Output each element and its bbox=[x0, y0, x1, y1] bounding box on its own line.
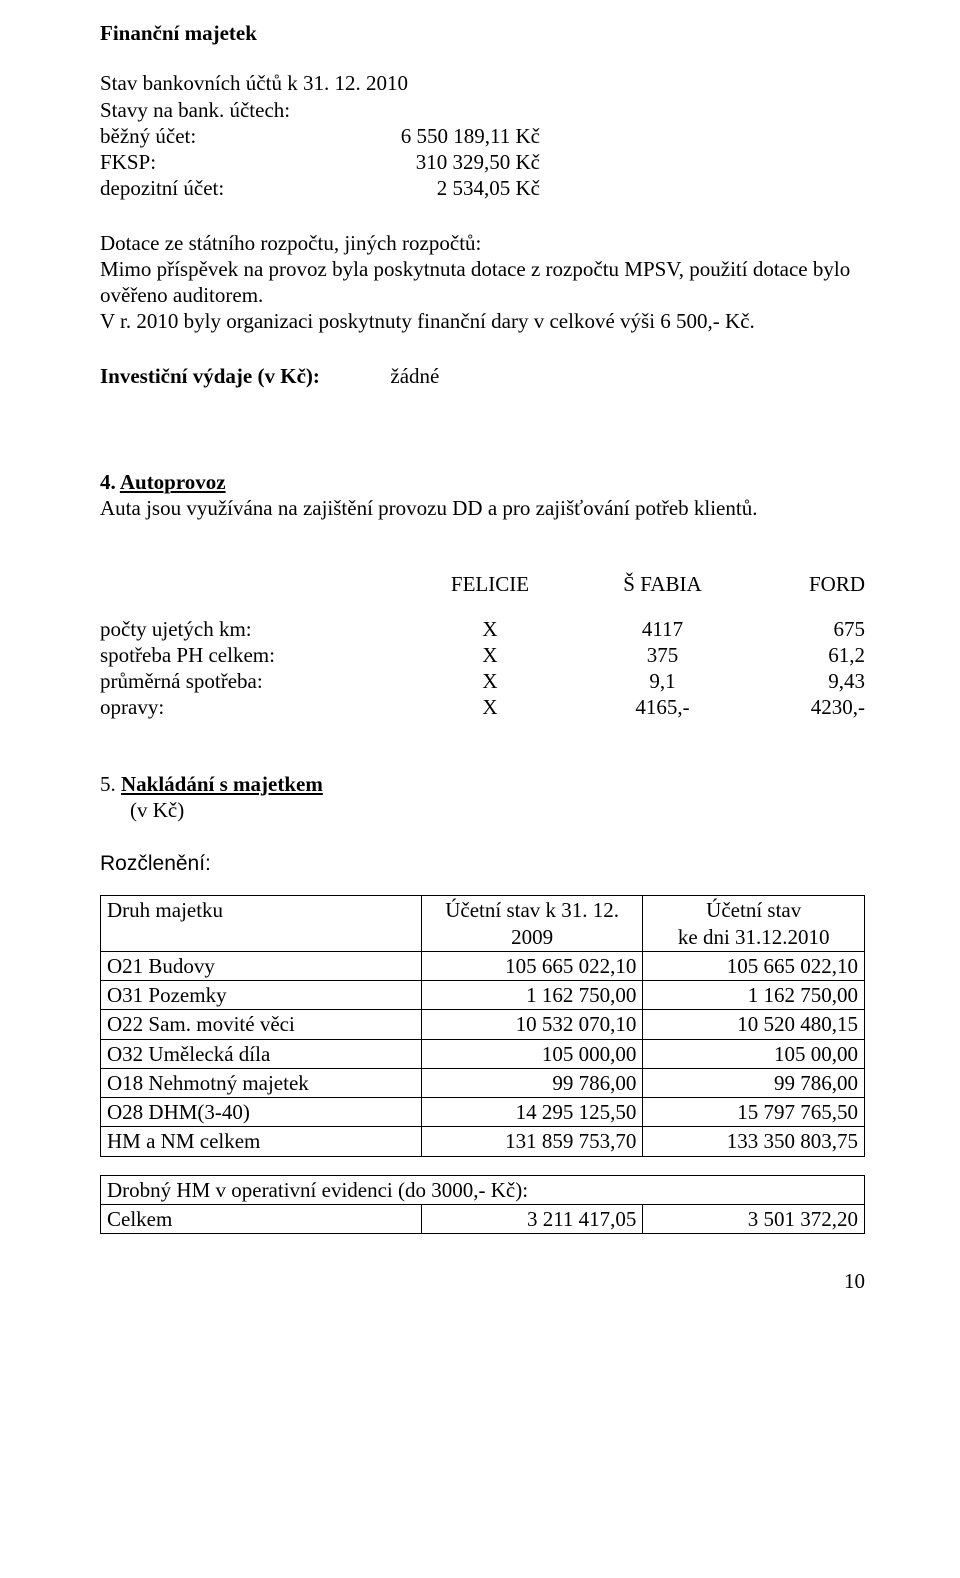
assets-cell: 105 000,00 bbox=[421, 1039, 643, 1068]
section-financni-majetek-title: Finanční majetek bbox=[100, 20, 865, 46]
section-5-sub: (v Kč) bbox=[100, 797, 865, 823]
assets-cell: 10 532 070,10 bbox=[421, 1010, 643, 1039]
grants-text-2: V r. 2010 byly organizaci poskytnuty fin… bbox=[100, 308, 865, 334]
vehicle-cell: 675 bbox=[745, 616, 865, 642]
assets-cell: O31 Pozemky bbox=[101, 981, 422, 1010]
assets-header-2010-line1: Účetní stav bbox=[706, 898, 801, 922]
assets-row: O28 DHM(3-40) 14 295 125,50 15 797 765,5… bbox=[101, 1098, 865, 1127]
section-5-number: 5. bbox=[100, 772, 121, 796]
account-value: 310 329,50 Kč bbox=[380, 149, 540, 175]
investment-value: žádné bbox=[390, 364, 439, 388]
assets-cell: 3 501 372,20 bbox=[643, 1204, 865, 1233]
vehicle-row-avg: průměrná spotřeba: X 9,1 9,43 bbox=[100, 668, 865, 694]
vehicle-row-repairs: opravy: X 4165,- 4230,- bbox=[100, 694, 865, 720]
section-4-desc: Auta jsou využívána na zajištění provozu… bbox=[100, 495, 865, 521]
section-4-title: Autoprovoz bbox=[120, 470, 226, 494]
vehicle-head-felicie: FELICIE bbox=[400, 571, 580, 597]
vehicle-cell: X bbox=[400, 642, 580, 668]
account-row-depozitni: depozitní účet: 2 534,05 Kč bbox=[100, 175, 865, 201]
assets-cell: 1 162 750,00 bbox=[643, 981, 865, 1010]
assets-cell: O22 Sam. movité věci bbox=[101, 1010, 422, 1039]
vehicle-head-ford: FORD bbox=[745, 571, 865, 597]
vehicle-cell: 9,43 bbox=[745, 668, 865, 694]
vehicle-cell: X bbox=[400, 694, 580, 720]
vehicle-cell: spotřeba PH celkem: bbox=[100, 642, 400, 668]
assets-cell: 15 797 765,50 bbox=[643, 1098, 865, 1127]
vehicle-cell: průměrná spotřeba: bbox=[100, 668, 400, 694]
section-4-number: 4. bbox=[100, 470, 120, 494]
grants-text-1: Mimo příspěvek na provoz byla poskytnuta… bbox=[100, 256, 865, 309]
assets-header-2010-line2: ke dni 31.12.2010 bbox=[678, 925, 830, 949]
assets-cell: 105 665 022,10 bbox=[643, 951, 865, 980]
assets-cell: 131 859 753,70 bbox=[421, 1127, 643, 1156]
assets-footer-heading: Drobný HM v operativní evidenci (do 3000… bbox=[101, 1175, 865, 1204]
rozcleneni-label: Rozčlenění: bbox=[100, 851, 865, 877]
account-value: 6 550 189,11 Kč bbox=[380, 123, 540, 149]
vehicle-row-ph: spotřeba PH celkem: X 375 61,2 bbox=[100, 642, 865, 668]
vehicle-head-blank bbox=[100, 571, 400, 597]
assets-footer-row: Celkem 3 211 417,05 3 501 372,20 bbox=[101, 1204, 865, 1233]
vehicle-cell: 9,1 bbox=[580, 668, 745, 694]
vehicle-cell: 4230,- bbox=[745, 694, 865, 720]
assets-row: O31 Pozemky 1 162 750,00 1 162 750,00 bbox=[101, 981, 865, 1010]
assets-header-2009-line2: 2009 bbox=[511, 925, 553, 949]
assets-table: Druh majetku Účetní stav k 31. 12. 2009 … bbox=[100, 895, 865, 1156]
vehicle-cell: X bbox=[400, 616, 580, 642]
section-5-heading: 5. Nakládání s majetkem bbox=[100, 771, 865, 797]
section-5-title: Nakládání s majetkem bbox=[121, 772, 323, 796]
assets-cell: O28 DHM(3-40) bbox=[101, 1098, 422, 1127]
account-row-bezny: běžný účet: 6 550 189,11 Kč bbox=[100, 123, 865, 149]
vehicle-table: FELICIE Š FABIA FORD počty ujetých km: X… bbox=[100, 571, 865, 720]
assets-header-2009: Účetní stav k 31. 12. 2009 bbox=[421, 896, 643, 952]
assets-row: O18 Nehmotný majetek 99 786,00 99 786,00 bbox=[101, 1068, 865, 1097]
vehicle-cell: počty ujetých km: bbox=[100, 616, 400, 642]
assets-cell: 133 350 803,75 bbox=[643, 1127, 865, 1156]
investment-label: Investiční výdaje (v Kč): bbox=[100, 364, 320, 388]
vehicle-row-km: počty ujetých km: X 4117 675 bbox=[100, 616, 865, 642]
vehicle-cell: 4117 bbox=[580, 616, 745, 642]
vehicle-cell: 375 bbox=[580, 642, 745, 668]
account-label: běžný účet: bbox=[100, 123, 380, 149]
vehicle-cell: X bbox=[400, 668, 580, 694]
assets-cell: O18 Nehmotný majetek bbox=[101, 1068, 422, 1097]
assets-cell: 10 520 480,15 bbox=[643, 1010, 865, 1039]
assets-row: O32 Umělecká díla 105 000,00 105 00,00 bbox=[101, 1039, 865, 1068]
bank-accounts-intro: Stavy na bank. účtech: bbox=[100, 97, 865, 123]
assets-cell: 1 162 750,00 bbox=[421, 981, 643, 1010]
assets-header-2009-line1: Účetní stav k 31. 12. bbox=[445, 898, 619, 922]
assets-cell: 14 295 125,50 bbox=[421, 1098, 643, 1127]
assets-cell: O21 Budovy bbox=[101, 951, 422, 980]
account-row-fksp: FKSP: 310 329,50 Kč bbox=[100, 149, 865, 175]
assets-header-druh: Druh majetku bbox=[101, 896, 422, 952]
section-4-heading: 4. Autoprovoz bbox=[100, 469, 865, 495]
investment-line: Investiční výdaje (v Kč): žádné bbox=[100, 363, 865, 389]
assets-cell: 105 665 022,10 bbox=[421, 951, 643, 980]
account-value: 2 534,05 Kč bbox=[380, 175, 540, 201]
account-label: depozitní účet: bbox=[100, 175, 380, 201]
assets-cell: 99 786,00 bbox=[421, 1068, 643, 1097]
vehicle-head-fabia: Š FABIA bbox=[580, 571, 745, 597]
assets-cell: Celkem bbox=[101, 1204, 422, 1233]
page-number: 10 bbox=[100, 1268, 865, 1294]
vehicle-cell: 4165,- bbox=[580, 694, 745, 720]
bank-accounts-date: Stav bankovních účtů k 31. 12. 2010 bbox=[100, 70, 865, 96]
assets-footer-heading-row: Drobný HM v operativní evidenci (do 3000… bbox=[101, 1175, 865, 1204]
account-label: FKSP: bbox=[100, 149, 380, 175]
assets-header-row: Druh majetku Účetní stav k 31. 12. 2009 … bbox=[101, 896, 865, 952]
vehicle-table-head: FELICIE Š FABIA FORD bbox=[100, 571, 865, 597]
assets-footer-table: Drobný HM v operativní evidenci (do 3000… bbox=[100, 1175, 865, 1235]
assets-row: O22 Sam. movité věci 10 532 070,10 10 52… bbox=[101, 1010, 865, 1039]
assets-cell: 3 211 417,05 bbox=[421, 1204, 643, 1233]
assets-cell: 99 786,00 bbox=[643, 1068, 865, 1097]
vehicle-cell: 61,2 bbox=[745, 642, 865, 668]
assets-cell: HM a NM celkem bbox=[101, 1127, 422, 1156]
vehicle-cell: opravy: bbox=[100, 694, 400, 720]
assets-header-2010: Účetní stav ke dni 31.12.2010 bbox=[643, 896, 865, 952]
grants-heading: Dotace ze státního rozpočtu, jiných rozp… bbox=[100, 230, 865, 256]
assets-cell: 105 00,00 bbox=[643, 1039, 865, 1068]
assets-cell: O32 Umělecká díla bbox=[101, 1039, 422, 1068]
assets-sum-row: HM a NM celkem 131 859 753,70 133 350 80… bbox=[101, 1127, 865, 1156]
assets-row: O21 Budovy 105 665 022,10 105 665 022,10 bbox=[101, 951, 865, 980]
